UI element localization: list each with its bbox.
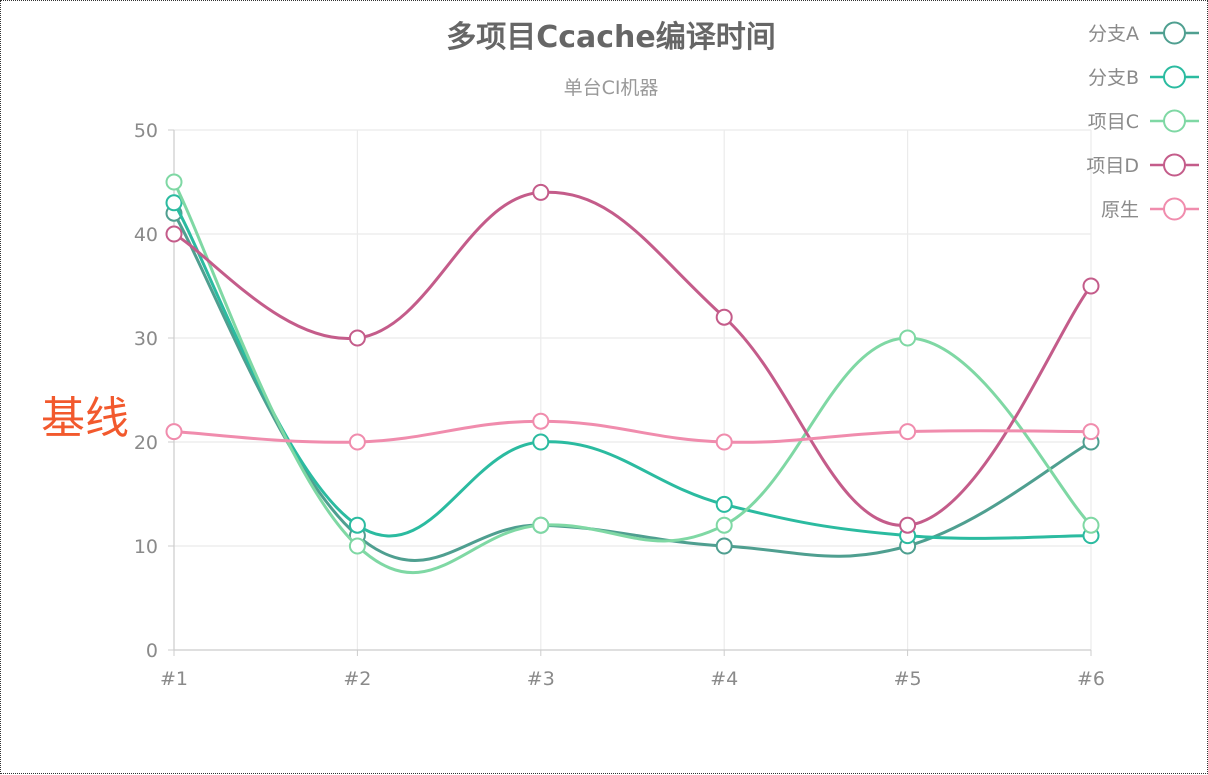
data-point[interactable] — [532, 183, 550, 201]
legend-item[interactable]: 项目D — [1086, 153, 1199, 178]
data-point[interactable] — [532, 412, 550, 430]
legend-circle-marker — [1163, 197, 1186, 221]
data-point[interactable] — [348, 537, 366, 555]
y-tick-label: 30 — [134, 328, 158, 350]
data-point[interactable] — [1082, 423, 1100, 441]
series-line — [172, 190, 1093, 527]
grid — [174, 129, 1092, 650]
series-line — [172, 211, 1093, 562]
data-point[interactable] — [165, 173, 183, 191]
series-1 — [165, 204, 1100, 562]
data-point[interactable] — [165, 423, 183, 441]
legend-label: 分支A — [1088, 23, 1139, 45]
chart-title: 多项目Ccache编译时间 — [446, 20, 776, 55]
legend-circle-marker — [1163, 21, 1186, 45]
legend-label: 项目C — [1088, 111, 1139, 133]
data-point[interactable] — [165, 194, 183, 212]
x-tick-label: #6 — [1077, 668, 1105, 690]
legend-item[interactable]: 分支A — [1088, 21, 1199, 46]
data-point[interactable] — [1082, 277, 1100, 295]
data-point[interactable] — [1082, 516, 1100, 534]
legend-label: 分支B — [1088, 67, 1139, 89]
legend-item[interactable]: 原生 — [1101, 197, 1199, 222]
y-tick-label: 0 — [146, 640, 158, 662]
data-point[interactable] — [348, 329, 366, 347]
legend[interactable]: 分支A 分支B 项目C 项目D 原生 — [1086, 21, 1199, 222]
x-tick-label: #3 — [527, 668, 555, 690]
baseline-annotation: 基线 — [41, 393, 129, 444]
data-point[interactable] — [715, 495, 733, 513]
legend-item[interactable]: 项目C — [1088, 109, 1199, 134]
legend-circle-marker — [1163, 153, 1186, 177]
data-point[interactable] — [348, 433, 366, 451]
y-tick-label: 40 — [134, 224, 158, 246]
y-tick-label: 10 — [134, 536, 158, 558]
y-tick-label: 50 — [134, 120, 158, 142]
x-tick-label: #2 — [343, 668, 371, 690]
series-4 — [165, 183, 1100, 534]
series-3 — [165, 173, 1100, 575]
data-point[interactable] — [715, 537, 733, 555]
series-5 — [165, 412, 1100, 451]
x-tick-label: #4 — [710, 668, 738, 690]
data-point[interactable] — [348, 516, 366, 534]
data-point[interactable] — [532, 433, 550, 451]
data-point[interactable] — [165, 225, 183, 243]
legend-circle-marker — [1163, 109, 1186, 133]
x-tick-label: #1 — [160, 668, 188, 690]
legend-label: 项目D — [1086, 155, 1139, 177]
chart-subtitle: 单台CI机器 — [564, 77, 659, 99]
series-lines — [165, 173, 1100, 575]
series-2 — [165, 194, 1100, 545]
data-point[interactable] — [715, 433, 733, 451]
data-point[interactable] — [532, 516, 550, 534]
axes: 0 10 20 30 40 50 #1 #2 #3 #4 #5 #6 — [134, 120, 1105, 690]
legend-item[interactable]: 分支B — [1088, 65, 1199, 90]
series-line — [172, 419, 1093, 444]
data-point[interactable] — [899, 423, 917, 441]
series-line — [172, 180, 1093, 575]
data-point[interactable] — [715, 308, 733, 326]
legend-label: 原生 — [1101, 199, 1139, 221]
legend-circle-marker — [1163, 65, 1186, 89]
x-tick-label: #5 — [894, 668, 922, 690]
data-point[interactable] — [899, 516, 917, 534]
y-tick-label: 20 — [134, 432, 158, 454]
data-point[interactable] — [899, 329, 917, 347]
data-point[interactable] — [715, 516, 733, 534]
